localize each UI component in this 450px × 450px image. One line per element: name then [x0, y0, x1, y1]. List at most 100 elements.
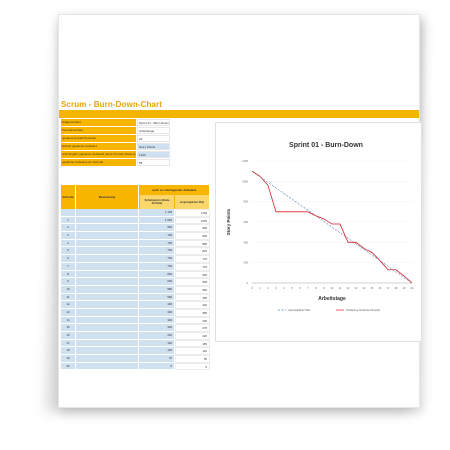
plan-cell: 220	[175, 332, 210, 340]
actual-cell[interactable]: 960	[139, 224, 174, 233]
actual-cell[interactable]: 400	[139, 301, 174, 309]
x-tick-label: 0	[251, 286, 253, 290]
setting-label: Einheit geplanter Aufwand	[61, 143, 136, 150]
remark-cell[interactable]	[76, 255, 138, 263]
actual-cell[interactable]: 700	[139, 247, 174, 256]
period-cell: 11	[61, 293, 75, 302]
y-tick-label: 0	[247, 281, 249, 285]
remark-cell[interactable]	[76, 355, 138, 363]
setting-label: Diagrammtitel	[61, 119, 136, 126]
actual-cell[interactable]: 130	[139, 347, 174, 356]
table-row: 12 400 440	[61, 301, 211, 309]
period-cell: 9	[61, 278, 75, 286]
actual-cell[interactable]: 700	[139, 232, 174, 240]
settings-block: Diagrammtitel Sprint 01 - Burn-Down Period…	[61, 119, 211, 167]
setting-value[interactable]: 55	[137, 159, 170, 166]
x-tick-label: 16	[379, 286, 382, 290]
x-tick-label: 11	[339, 286, 342, 290]
setting-row: Einheit geplanter Aufwand Story Points	[61, 143, 211, 150]
actual-cell[interactable]: 580	[139, 285, 174, 294]
setting-label: geplanter Aufwand pro Periode	[61, 159, 136, 166]
period-cell: 20	[61, 362, 75, 371]
actual-cell[interactable]: 220	[139, 332, 174, 340]
remark-cell[interactable]	[76, 239, 138, 248]
table-row: 10 580 550	[61, 285, 211, 294]
remark-cell[interactable]	[76, 224, 138, 233]
page-title: Scrum - Burn-Down-Chart	[61, 100, 162, 109]
setting-value[interactable]: Sprint 01 - Burn-Down	[137, 119, 170, 126]
actual-cell[interactable]: 580	[139, 293, 174, 302]
remark-cell[interactable]	[76, 262, 138, 271]
setting-value[interactable]: Story Points	[137, 143, 170, 150]
table-row: 1.100 1100	[61, 209, 211, 217]
legend-label: ursprünglicher Plan	[288, 308, 311, 312]
remark-cell[interactable]	[76, 339, 138, 348]
remark-cell[interactable]	[76, 362, 138, 371]
remark-cell[interactable]	[76, 301, 138, 309]
remark-cell[interactable]	[76, 316, 138, 325]
table-header: Periode Bemerkung noch zu erbringender A…	[61, 185, 211, 209]
plan-cell: 165	[175, 339, 210, 348]
data-table: Periode Bemerkung noch zu erbringender A…	[61, 185, 211, 371]
x-tick-label: 17	[387, 286, 390, 290]
setting-value[interactable]: 1100	[137, 151, 170, 158]
remark-cell[interactable]	[76, 324, 138, 332]
actual-cell[interactable]: 0	[139, 362, 174, 371]
period-cell: 13	[61, 308, 75, 317]
actual-cell[interactable]: 400	[139, 308, 174, 317]
plan-cell: 1045	[175, 216, 210, 225]
accent-bar	[59, 110, 419, 118]
plan-cell: 715	[175, 262, 210, 271]
header-actual-estimate: Schätzung Ist (Ende Periode)	[140, 195, 174, 209]
remark-cell[interactable]	[76, 347, 138, 356]
header-remark: Bemerkung	[76, 185, 138, 209]
setting-value[interactable]: Arbeitstage	[137, 127, 170, 134]
period-cell: 18	[61, 347, 75, 356]
actual-cell[interactable]: 130	[139, 339, 174, 348]
y-tick-label: 800	[244, 200, 249, 204]
table-row: 5 700 825	[61, 247, 211, 256]
plan-cell: 770	[175, 255, 210, 263]
actual-cell[interactable]: 700	[139, 239, 174, 248]
remark-cell[interactable]	[76, 293, 138, 302]
plan-cell: 275	[175, 324, 210, 332]
actual-cell[interactable]: 340	[139, 316, 174, 325]
actual-cell[interactable]: 630	[139, 278, 174, 286]
actual-cell[interactable]: 1.100	[139, 209, 174, 217]
x-tick-label: 14	[363, 286, 366, 290]
remark-cell[interactable]	[76, 209, 138, 217]
chart-panel: Sprint 01 - Burn-Down 0 200 400 600 800 1000 12…	[215, 122, 422, 342]
remark-cell[interactable]	[76, 216, 138, 225]
period-cell: 7	[61, 262, 75, 271]
remark-cell[interactable]	[76, 232, 138, 240]
setting-row: ursprünglich geplanter Aufwand (ohne Per…	[61, 151, 211, 158]
actual-cell[interactable]: 660	[139, 270, 174, 279]
table-row: 8 660 660	[61, 270, 211, 279]
remark-cell[interactable]	[76, 247, 138, 256]
remark-cell[interactable]	[76, 270, 138, 279]
header-period: Periode	[61, 185, 75, 209]
table-row: 11 580 495	[61, 293, 211, 302]
spreadsheet-document: Scrum - Burn-Down-Chart Diagrammtitel Spr…	[58, 14, 422, 408]
actual-cell[interactable]: 700	[139, 262, 174, 271]
table-row: 19 70 55	[61, 355, 211, 363]
period-cell: 19	[61, 355, 75, 363]
period-cell: 3	[61, 232, 75, 240]
setting-value[interactable]: 20	[137, 135, 170, 142]
remark-cell[interactable]	[76, 278, 138, 286]
plan-cell: 330	[175, 316, 210, 325]
actual-cell[interactable]: 300	[139, 324, 174, 332]
actual-cell[interactable]: 1.050	[139, 216, 174, 225]
remark-cell[interactable]	[76, 332, 138, 340]
period-cell: 8	[61, 270, 75, 279]
remark-cell[interactable]	[76, 308, 138, 317]
period-cell: 17	[61, 339, 75, 348]
actual-cell[interactable]: 700	[139, 255, 174, 263]
remark-cell[interactable]	[76, 285, 138, 294]
table-body: 1.100 1100 1 1.050 1045 2 960 990 3 700 935 4 700 880…	[61, 209, 211, 371]
setting-row: gesamte Anzahl Perioden 20	[61, 135, 211, 142]
header-remaining-effort: noch zu erbringender Aufwand Schätzung I…	[139, 185, 209, 209]
actual-cell[interactable]: 70	[139, 355, 174, 363]
period-cell: 15	[61, 324, 75, 332]
x-tick-label: 9	[323, 286, 325, 290]
